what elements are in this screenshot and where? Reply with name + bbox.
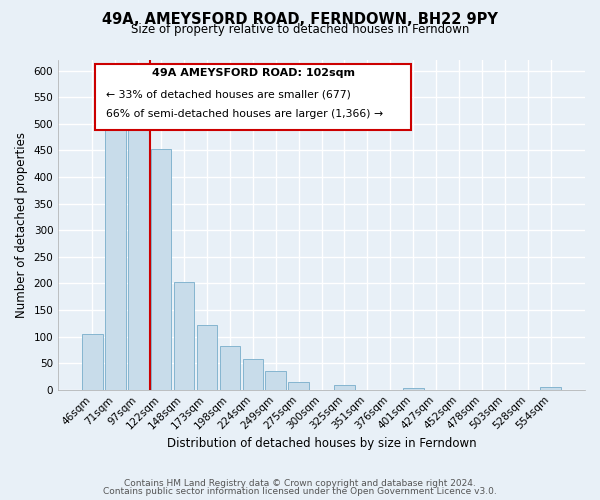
- Text: ← 33% of detached houses are smaller (677): ← 33% of detached houses are smaller (67…: [106, 90, 350, 100]
- Y-axis label: Number of detached properties: Number of detached properties: [15, 132, 28, 318]
- Text: 49A AMEYSFORD ROAD: 102sqm: 49A AMEYSFORD ROAD: 102sqm: [152, 68, 355, 78]
- Bar: [105, 130, 125, 390]
- Bar: [197, 325, 217, 390]
- Text: Contains public sector information licensed under the Open Government Licence v3: Contains public sector information licen…: [103, 487, 497, 496]
- Bar: [151, 150, 172, 390]
- Bar: [541, 387, 561, 390]
- Bar: [82, 334, 103, 390]
- Bar: [242, 360, 263, 390]
- Bar: [220, 346, 240, 390]
- Bar: [289, 382, 309, 390]
- Bar: [174, 282, 194, 390]
- Bar: [265, 371, 286, 390]
- Text: 49A, AMEYSFORD ROAD, FERNDOWN, BH22 9PY: 49A, AMEYSFORD ROAD, FERNDOWN, BH22 9PY: [102, 12, 498, 28]
- Bar: [128, 130, 149, 390]
- X-axis label: Distribution of detached houses by size in Ferndown: Distribution of detached houses by size …: [167, 437, 476, 450]
- FancyBboxPatch shape: [95, 64, 411, 130]
- Bar: [334, 386, 355, 390]
- Text: 66% of semi-detached houses are larger (1,366) →: 66% of semi-detached houses are larger (…: [106, 109, 383, 119]
- Bar: [403, 388, 424, 390]
- Text: Size of property relative to detached houses in Ferndown: Size of property relative to detached ho…: [131, 22, 469, 36]
- Text: Contains HM Land Registry data © Crown copyright and database right 2024.: Contains HM Land Registry data © Crown c…: [124, 478, 476, 488]
